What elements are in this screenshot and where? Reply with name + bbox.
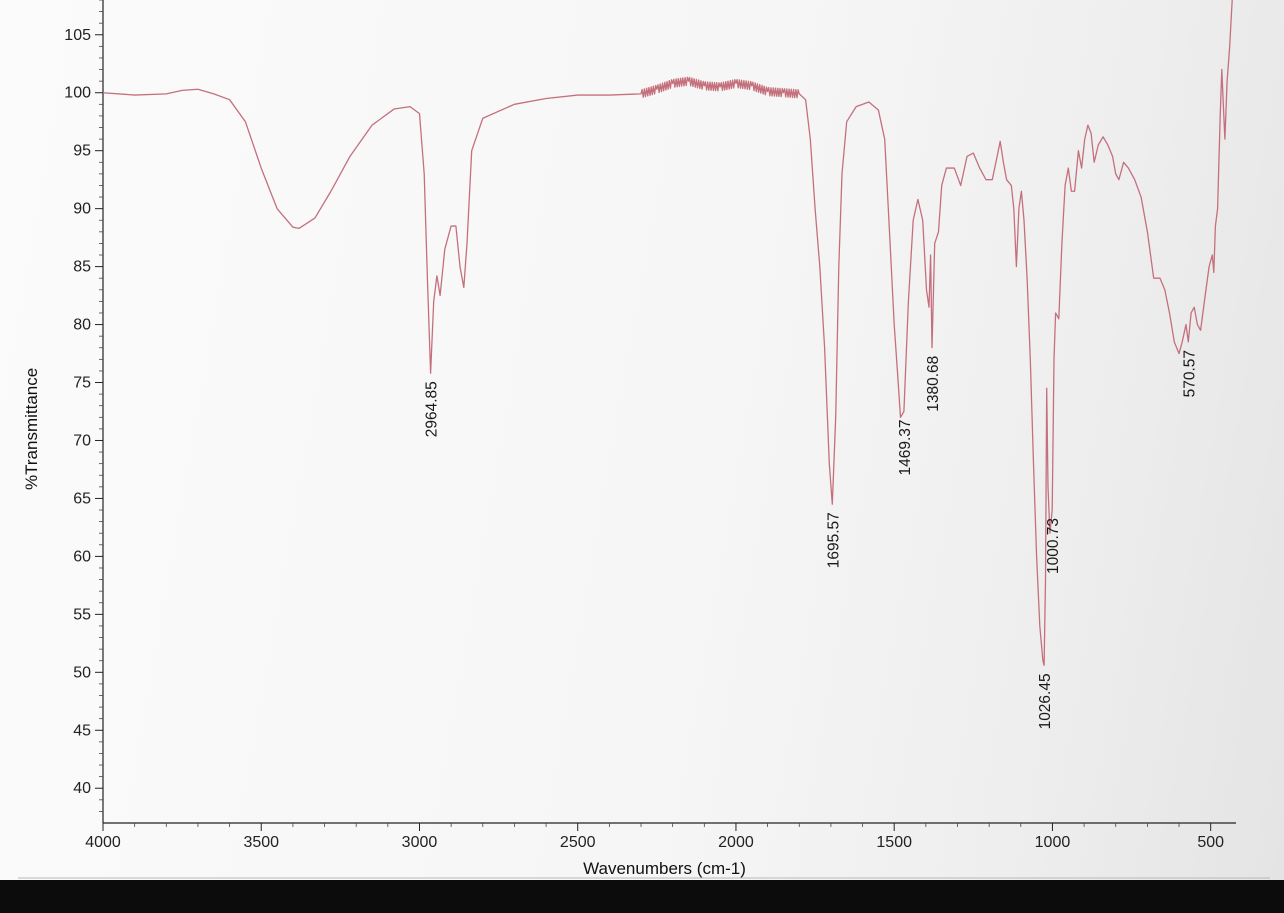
y-tick-label: 75: [73, 375, 91, 392]
peak-label: 1026.45: [1037, 673, 1054, 729]
x-tick-label: 500: [1197, 834, 1224, 851]
x-tick-label: 2000: [718, 834, 754, 851]
x-tick-label: 4000: [85, 834, 121, 851]
y-tick-label: 50: [73, 664, 91, 681]
x-tick-label: 1000: [1035, 834, 1071, 851]
x-tick-label: 1500: [876, 834, 912, 851]
peak-label: 1469.37: [897, 420, 914, 476]
peak-label: 2964.85: [424, 381, 441, 437]
spectrum-line: [102, 0, 1233, 666]
y-tick-label: 65: [73, 490, 91, 507]
peak-label: 570.57: [1181, 350, 1198, 397]
y-tick-label: 55: [73, 606, 91, 623]
peak-labels: 2964.85 1695.57 1469.37 1380.68 1026.45 1000.…: [424, 350, 1199, 729]
y-tick-label: 40: [73, 780, 91, 797]
y-axis-title: %Transmittance: [22, 368, 41, 490]
y-tick-label: 45: [73, 722, 91, 739]
y-axis-ticks: 40 45 50 55 60 65 70 75 80 85 90 95 100 105: [64, 0, 103, 812]
y-tick-label: 90: [73, 201, 91, 218]
y-tick-label: 80: [73, 317, 91, 334]
y-tick-label: 70: [73, 432, 91, 449]
photo-bottom-edge: [0, 880, 1284, 913]
x-axis-title: Wavenumbers (cm-1): [583, 859, 746, 878]
x-tick-label: 2500: [560, 834, 596, 851]
y-tick-label: 100: [64, 85, 91, 102]
peak-label: 1695.57: [825, 512, 842, 568]
y-tick-label: 85: [73, 259, 91, 276]
x-tick-label: 3000: [402, 834, 438, 851]
y-tick-label: 95: [73, 143, 91, 160]
x-tick-label: 3500: [243, 834, 279, 851]
plot-frame: [18, 0, 1270, 879]
x-axis-ticks: 4000 3500 3000 2500 2000 1500 1000 500: [85, 823, 1224, 851]
peak-label: 1380.68: [925, 356, 942, 412]
y-tick-label: 60: [73, 548, 91, 565]
peak-label: 1000.73: [1045, 518, 1062, 574]
y-tick-label: 105: [64, 27, 91, 44]
